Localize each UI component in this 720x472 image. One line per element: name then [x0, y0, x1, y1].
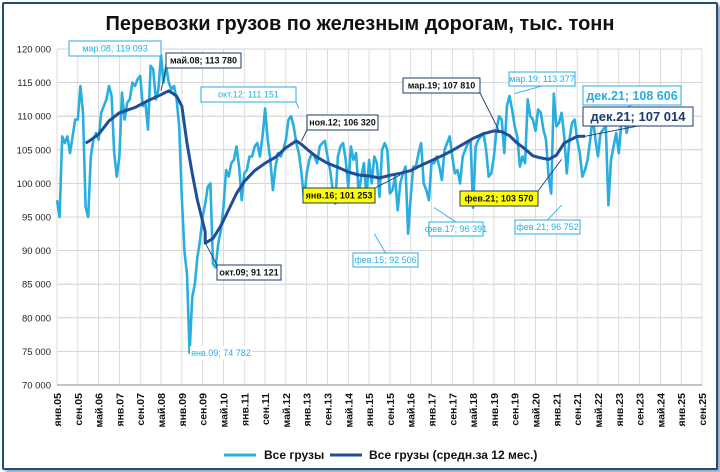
- x-tick-label: сен.15: [385, 393, 397, 426]
- annotations-layer: мар.08; 119 093 май.08; 113 780 окт.12; 11…: [68, 40, 694, 360]
- annotation-label: окт.12; 111 151: [218, 90, 279, 100]
- annotation-label: окт.09; 91 121: [219, 268, 278, 278]
- annotation-label: дек.21; 107 014: [591, 109, 687, 124]
- annotation-leader: [295, 101, 300, 109]
- x-tick-label: май.18: [468, 393, 480, 428]
- annotation-leader: [433, 207, 457, 223]
- x-tick-label: янв.13: [302, 393, 314, 427]
- x-tick-label: май.22: [593, 393, 605, 428]
- x-tick-label: май.24: [655, 393, 667, 428]
- annotation-label: май.08; 113 780: [170, 56, 237, 66]
- annotation-label: фев.17; 96 391: [425, 224, 487, 234]
- x-tick-label: сен.19: [510, 393, 522, 426]
- annotation-label: мар.19; 107 810: [408, 81, 476, 91]
- annotation-leader: [301, 129, 308, 142]
- legend: Все грузы Все грузы (средн.за 12 мес.): [224, 448, 537, 462]
- annotation-box: [352, 252, 419, 268]
- annotation-label: янв.09; 74 782: [191, 348, 251, 358]
- y-tick-label: 70 000: [22, 381, 51, 392]
- x-tick-label: сен.11: [260, 393, 272, 425]
- x-tick-label: янв.11: [239, 393, 251, 426]
- x-tick-label: май.06: [94, 393, 106, 428]
- annotation-box: [302, 187, 376, 204]
- annotation-box: [306, 114, 379, 131]
- x-tick-label: май.10: [218, 393, 230, 428]
- annotation-leader: [373, 233, 386, 254]
- x-tick-label: сен.05: [73, 393, 85, 426]
- x-tick-label: янв.19: [489, 393, 501, 427]
- series-line-average: [84, 89, 586, 245]
- annotation-box: [165, 52, 242, 69]
- x-tick-label: янв.17: [427, 393, 439, 427]
- annotation-box: [68, 40, 162, 57]
- x-tick-label: янв.05: [52, 393, 64, 427]
- annotation-box: [514, 219, 581, 235]
- annotation-leader: [514, 85, 543, 94]
- annotation-leader: [537, 159, 562, 192]
- y-tick-label: 85 000: [22, 280, 51, 291]
- x-tick-label: сен.23: [635, 393, 647, 426]
- annotation-box: [200, 86, 297, 103]
- x-tick-label: сен.07: [135, 393, 147, 426]
- x-tick-label: сен.17: [447, 393, 459, 426]
- annotation-label: янв.16; 101 253: [306, 191, 373, 201]
- annotation-label: дек.21; 108 606: [586, 89, 677, 103]
- annotation-label: фев.15; 92 506: [354, 255, 416, 265]
- x-axis: янв.05 сен.05 май.06 янв.07 сен.07 май.08 янв.…: [52, 384, 709, 428]
- annotation-label: мар.08; 119 093: [82, 44, 148, 54]
- legend-label-monthly: Все грузы: [264, 448, 324, 462]
- annotation-box: [582, 106, 694, 127]
- annotation-label: фев.21; 96 752: [516, 222, 578, 232]
- annotation-box: [190, 346, 252, 360]
- x-tick-label: сен.25: [697, 393, 709, 426]
- y-tick-label: 90 000: [22, 246, 51, 257]
- x-tick-label: май.14: [343, 393, 355, 428]
- x-tick-label: май.12: [281, 393, 293, 428]
- y-tick-label: 105 000: [17, 145, 51, 156]
- annotation-leader: [547, 204, 562, 221]
- annotation-label: ноя.12; 106 320: [309, 118, 376, 128]
- annotation-box: [402, 77, 481, 94]
- y-tick-label: 75 000: [22, 347, 51, 358]
- x-tick-label: май.20: [531, 393, 543, 428]
- annotation-leader: [584, 125, 639, 137]
- y-axis: 70 000 75 000 80 000 85 000 90 000 95 000 100 …: [17, 45, 51, 392]
- annotation-box: [459, 190, 539, 207]
- x-tick-label: сен.21: [572, 393, 584, 426]
- chart-title: Перевозки грузов по железным дорогам, ты…: [106, 13, 615, 35]
- annotation-box: [508, 71, 576, 87]
- y-tick-label: 115 000: [17, 78, 51, 89]
- x-tick-label: янв.23: [614, 393, 626, 427]
- series-layer: [55, 53, 633, 355]
- x-tick-label: май.16: [406, 393, 418, 428]
- annotation-box: [582, 85, 682, 106]
- x-tick-label: янв.25: [676, 393, 688, 427]
- y-tick-label: 120 000: [17, 45, 51, 56]
- x-tick-label: янв.09: [177, 393, 189, 427]
- annotation-box: [428, 221, 484, 237]
- annotation-leader: [479, 92, 500, 132]
- annotation-leader: [374, 174, 401, 189]
- annotation-label: фев.21; 103 570: [465, 194, 534, 204]
- y-tick-label: 80 000: [22, 313, 51, 324]
- x-tick-label: янв.15: [364, 393, 376, 427]
- annotation-box: [216, 264, 282, 281]
- annotation-leader: [160, 67, 167, 91]
- x-tick-label: янв.21: [551, 393, 563, 427]
- x-tick-label: янв.07: [114, 393, 126, 427]
- annotation-leader: [204, 242, 218, 266]
- series-line-monthly: [55, 53, 633, 355]
- y-tick-label: 110 000: [17, 112, 51, 123]
- y-tick-label: 95 000: [22, 213, 51, 224]
- annotation-label: мар.19; 113 377: [509, 74, 575, 84]
- x-tick-label: сен.13: [322, 393, 334, 426]
- x-tick-label: сен.09: [198, 393, 210, 426]
- x-tick-label: май.08: [156, 393, 168, 428]
- legend-label-average: Все грузы (средн.за 12 мес.): [369, 448, 537, 462]
- y-tick-label: 100 000: [17, 179, 51, 190]
